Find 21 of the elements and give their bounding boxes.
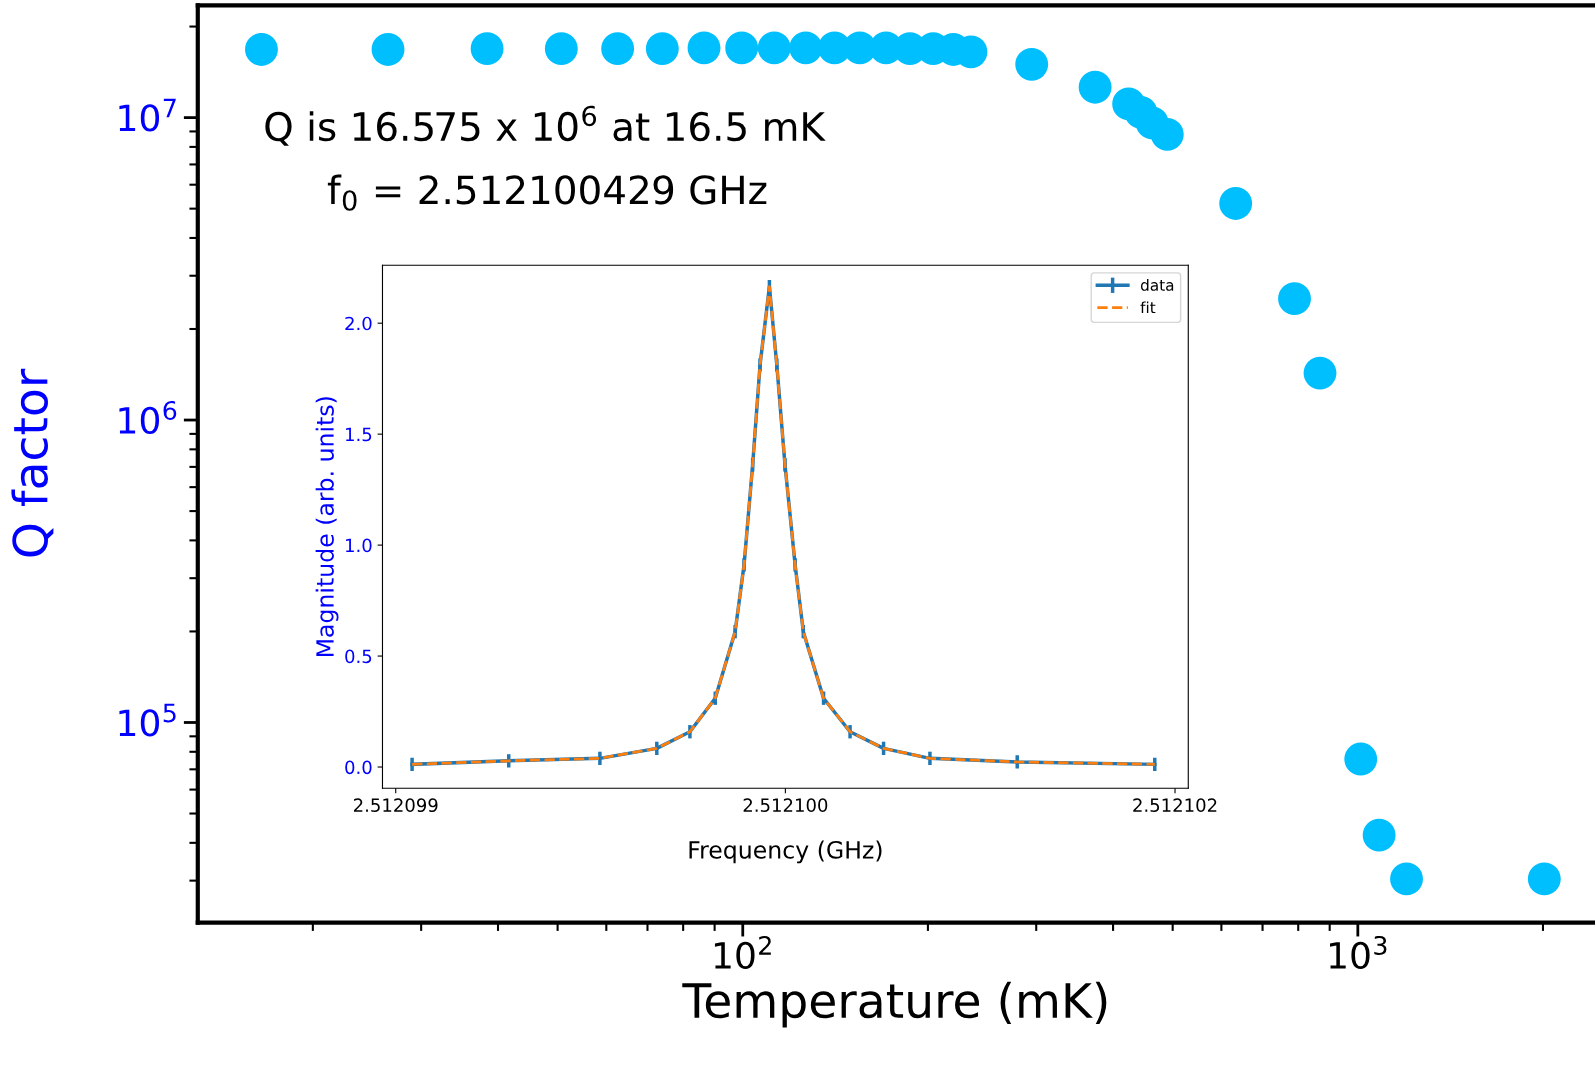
x-tick-label: 2.512102 [1133, 798, 1217, 813]
y-axis-title: Magnitude (arb. units) [315, 397, 339, 657]
annotation: Q is 16.575 x 10$^{6}$ at 16.5 mK [265, 105, 826, 146]
y-tick-label: 0.0 [345, 760, 372, 775]
x-axis-title: Temperature (mK) [682, 981, 1107, 1028]
y-tick-label: 1.5 [346, 427, 372, 442]
y-tick-label: 10$^{7}$ [119, 98, 176, 132]
y-tick-label: 10$^{6}$ [119, 400, 177, 434]
annotation: f$_{0}$ = 2.512100429 GHz [327, 174, 767, 211]
y-tick-label: 1.0 [346, 538, 372, 553]
x-tick-label: 2.512100 [743, 798, 828, 813]
y-tick-label: 2.0 [345, 316, 372, 331]
x-tick-label: 10$^{3}$ [1330, 935, 1387, 969]
y-tick-label: 10$^{5}$ [119, 703, 176, 737]
legend-label: fit [1140, 301, 1156, 314]
y-axis-title: Q factor [11, 368, 54, 557]
x-tick-label: 2.512099 [353, 798, 438, 813]
y-tick-label: 0.5 [345, 649, 372, 664]
legend-label: data [1140, 279, 1174, 291]
x-axis-title: Frequency (GHz) [689, 840, 882, 864]
x-tick-label: 10$^{2}$ [714, 935, 771, 969]
